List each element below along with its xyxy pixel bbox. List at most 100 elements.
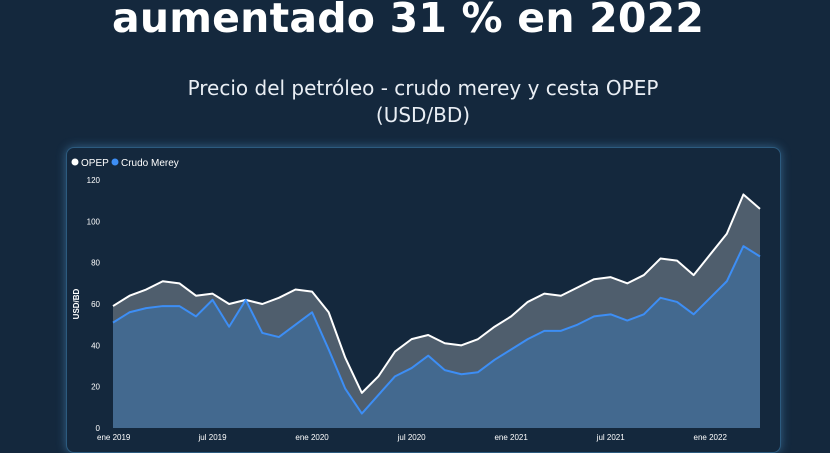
opep-data-point — [476, 338, 479, 341]
x-tick-label: jul 2020 — [397, 433, 427, 442]
merey-data-point — [659, 296, 662, 299]
x-tick-label: ene 2022 — [694, 433, 728, 442]
opep-data-point — [228, 303, 231, 306]
merey-data-point — [311, 311, 314, 314]
opep-data-point — [145, 288, 148, 291]
opep-data-point — [344, 356, 347, 359]
merey-data-point — [476, 371, 479, 374]
merey-data-point — [543, 329, 546, 332]
chart-title-block: Precio del petróleo - crudo merey y cest… — [0, 75, 830, 129]
y-axis-label: USD/BD — [72, 288, 81, 319]
x-tick-label: ene 2021 — [494, 433, 528, 442]
merey-data-point — [244, 298, 247, 301]
y-tick-label: 100 — [87, 217, 101, 226]
opep-data-point — [460, 344, 463, 347]
opep-data-point — [443, 342, 446, 345]
merey-line — [112, 245, 761, 415]
legend-merey-marker — [111, 158, 119, 166]
chart-subtitle: (USD/BD) — [375, 103, 471, 127]
opep-data-point — [427, 334, 430, 337]
y-tick-label: 60 — [91, 300, 100, 309]
merey-data-point — [211, 298, 214, 301]
merey-data-point — [676, 300, 679, 303]
opep-data-point — [559, 294, 562, 297]
merey-area — [113, 246, 760, 428]
merey-data-point — [642, 313, 645, 316]
opep-data-point — [676, 259, 679, 262]
merey-data-point — [559, 329, 562, 332]
merey-data-point — [194, 315, 197, 318]
y-tick-label: 40 — [91, 341, 100, 350]
opep-data-point — [194, 294, 197, 297]
opep-data-point — [311, 290, 314, 293]
opep-data-point — [510, 315, 513, 318]
merey-data-point — [759, 255, 762, 258]
opep-data-point — [576, 286, 579, 289]
merey-data-point — [261, 331, 264, 334]
merey-data-point — [709, 296, 712, 299]
merey-data-point — [460, 373, 463, 376]
merey-data-point — [493, 358, 496, 361]
merey-data-point — [228, 325, 231, 328]
legend-merey-label: Crudo Merey — [121, 158, 179, 169]
x-tick-label: jul 2019 — [198, 433, 228, 442]
y-tick-label: 20 — [91, 383, 100, 392]
opep-data-point — [526, 300, 529, 303]
y-tick-label: 0 — [96, 424, 101, 433]
merey-data-point — [327, 348, 330, 351]
opep-data-point — [128, 294, 131, 297]
merey-data-point — [112, 321, 115, 324]
merey-data-point — [128, 311, 131, 314]
opep-data-point — [410, 338, 413, 341]
opep-data-point — [327, 311, 330, 314]
merey-data-point — [277, 336, 280, 339]
y-tick-label: 120 — [87, 176, 101, 185]
opep-data-point — [377, 375, 380, 378]
headline: aumentado 31 % en 2022 — [112, 0, 705, 42]
merey-data-point — [692, 313, 695, 316]
opep-data-point — [161, 280, 164, 283]
chart-title: Precio del petróleo - crudo merey y cest… — [187, 76, 659, 100]
merey-data-point — [526, 338, 529, 341]
opep-data-point — [294, 288, 297, 291]
merey-data-point — [377, 393, 380, 396]
opep-data-point — [360, 391, 363, 394]
opep-data-point — [725, 232, 728, 235]
opep-data-point — [742, 193, 745, 196]
opep-data-point — [642, 274, 645, 277]
opep-data-point — [543, 292, 546, 295]
merey-data-point — [742, 245, 745, 248]
x-tick-label: ene 2020 — [295, 433, 329, 442]
opep-data-point — [659, 257, 662, 260]
opep-data-point — [759, 207, 762, 210]
merey-data-point — [609, 313, 612, 316]
merey-data-point — [443, 369, 446, 372]
legend-opep-marker — [71, 158, 79, 166]
opep-data-point — [626, 282, 629, 285]
opep-data-point — [178, 282, 181, 285]
opep-data-point — [211, 292, 214, 295]
opep-data-point — [493, 325, 496, 328]
opep-data-point — [593, 278, 596, 281]
opep-data-point — [709, 253, 712, 256]
merey-data-point — [593, 315, 596, 318]
merey-data-point — [410, 367, 413, 370]
opep-data-point — [112, 305, 115, 308]
y-tick-label: 80 — [91, 259, 100, 268]
merey-data-point — [360, 412, 363, 415]
opep-data-point — [394, 350, 397, 353]
merey-data-point — [294, 323, 297, 326]
merey-data-point — [510, 348, 513, 351]
merey-data-point — [145, 307, 148, 310]
merey-data-point — [344, 387, 347, 390]
opep-data-point — [261, 303, 264, 306]
merey-data-point — [576, 323, 579, 326]
merey-data-point — [427, 354, 430, 357]
merey-data-point — [626, 319, 629, 322]
opep-data-point — [692, 274, 695, 277]
merey-data-point — [161, 305, 164, 308]
opep-data-point — [277, 296, 280, 299]
merey-data-point — [394, 375, 397, 378]
x-tick-label: ene 2019 — [97, 433, 131, 442]
